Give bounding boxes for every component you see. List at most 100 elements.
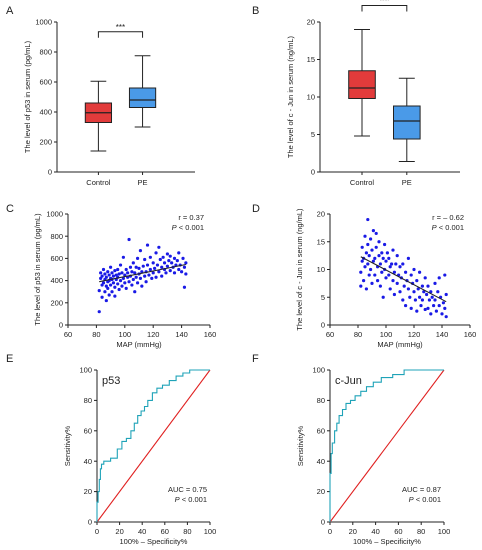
data-point [148,255,152,259]
p-value: < 0.001 [180,495,207,504]
data-point [111,281,116,285]
data-point [130,270,134,274]
x-category-label: Control [350,178,375,187]
data-point [392,292,396,297]
x-tick-label: 140 [175,330,188,339]
p-symbol: P [172,223,177,232]
data-point [388,287,392,291]
data-point [374,245,378,249]
roc-curve [329,369,444,522]
x-tick-label: 120 [147,330,160,339]
data-point [416,287,420,291]
data-point [160,265,164,269]
data-point [130,283,134,287]
data-point [138,276,143,280]
x-tick-label: 0 [95,527,99,536]
x-tick-label: 60 [326,330,334,339]
data-point [443,273,447,277]
x-tick-label: 160 [204,330,217,339]
y-tick-label: 60 [317,426,325,435]
data-point [419,303,423,308]
data-point [170,261,174,265]
y-tick-label: 100 [79,366,92,375]
data-point [444,292,448,297]
roc-curve [96,369,210,522]
data-point [412,290,416,294]
data-point [425,292,429,297]
data-point [388,265,392,269]
y-tick-label: 15 [307,55,315,64]
regression-line [360,256,447,303]
panel-letter: F [252,353,259,365]
y-tick-label: 0 [48,168,52,177]
data-point [369,237,373,241]
data-point [440,312,444,316]
data-point [433,298,437,302]
data-point [371,259,375,263]
data-point [401,262,405,266]
data-point [441,301,445,305]
y-tick-label: 60 [84,426,92,435]
p-value-annotation: P < 0.001 [175,495,207,504]
y-tick-label: 20 [84,487,92,496]
panel-e: E 0 20 40 60 80 100 Sensitivity% 0 20 40 60 80 100 100… [6,353,216,546]
data-point [180,270,184,274]
bracket-line [361,5,408,12]
box-control [348,29,376,137]
data-point [370,281,374,285]
data-point [145,243,150,247]
data-point [378,284,382,288]
p-value-annotation: P < 0.001 [409,495,441,504]
x-tick-label: 100 [119,330,132,339]
data-point [131,277,135,282]
data-point [373,256,377,260]
data-point [168,269,172,273]
box-iqr [393,105,421,140]
x-axis-title: 100% – Specificity% [120,537,188,546]
data-point [113,269,117,273]
data-point [120,271,124,275]
data-point [366,262,370,266]
data-point [420,284,424,288]
data-point [124,267,128,272]
data-point [118,263,123,267]
p-value: < 0.001 [437,223,464,232]
data-point [110,271,114,275]
y-tick-label: 1000 [35,18,52,27]
bracket-line [97,31,144,38]
y-tick-label: 0 [321,518,325,527]
data-point [140,284,144,288]
data-point [151,271,155,275]
data-point [371,229,375,233]
data-point [364,251,368,255]
data-point [133,271,137,275]
data-point [359,270,363,274]
data-point [398,265,402,269]
box-pe [128,55,157,128]
panel-f: F 0 20 40 60 80 100 Sensitivity% 0 20 40 60 80 100 100… [252,353,450,546]
data-point [127,280,131,284]
data-point [126,271,130,275]
data-point [394,262,398,266]
data-point [140,270,144,274]
stat-annotation-1: r = 0.37 [178,213,204,222]
data-point [150,276,154,280]
data-point [387,273,391,277]
y-tick-label: 20 [317,210,325,219]
panel-letter: A [6,5,14,17]
roc-series-name: c-Jun [335,375,362,387]
x-tick-label: 40 [138,527,146,536]
data-point [402,284,406,288]
data-point [377,240,381,244]
data-point [116,282,120,286]
data-point [181,256,185,260]
data-point [360,259,364,263]
data-point [107,293,111,297]
data-point [137,266,141,270]
data-point [391,279,395,283]
data-point [380,270,384,274]
y-tick-label: 0 [321,321,325,330]
y-axis-title: The level of p53 in serum (pg/mL) [33,213,42,326]
data-point [160,274,164,278]
data-point [104,275,108,279]
